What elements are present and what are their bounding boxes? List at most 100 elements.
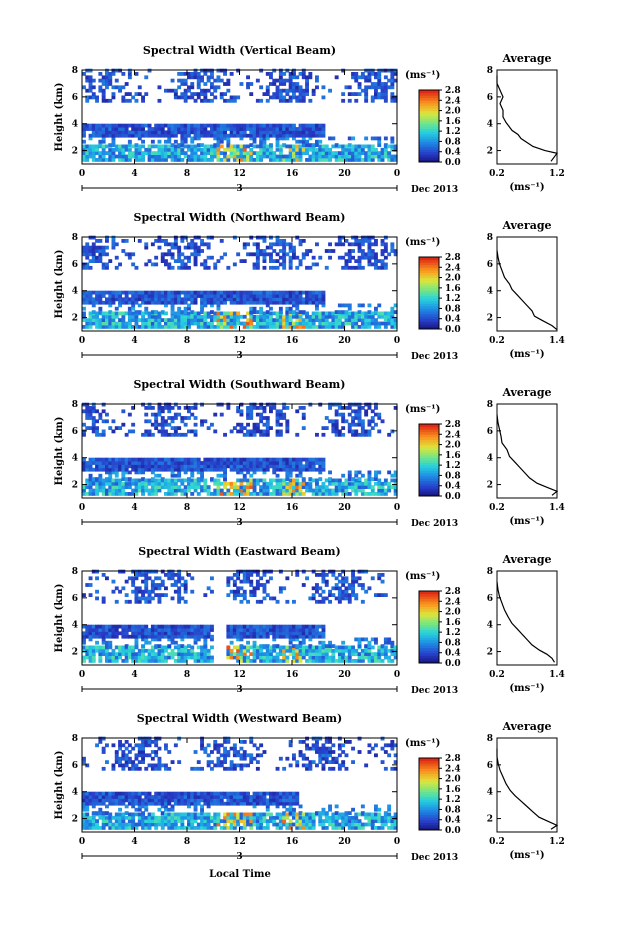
heatmap-cell (370, 311, 375, 316)
heatmap-cell (242, 624, 247, 629)
heatmap-cell (265, 98, 270, 103)
heatmap-cell (331, 154, 336, 159)
heatmap-cell (108, 628, 113, 632)
heatmap-cell (144, 147, 149, 152)
heatmap-cell (259, 457, 264, 462)
heatmap-cell (141, 631, 145, 636)
heatmap-cell (236, 659, 241, 663)
heatmap-cell (170, 123, 175, 128)
heatmap-cell (101, 136, 106, 141)
heatmap-cell (298, 314, 303, 319)
heatmap-cell (252, 325, 257, 329)
heatmap-cell (262, 481, 267, 486)
y-tick-label: 6 (72, 260, 78, 270)
heatmap-cell (85, 416, 90, 420)
average-x-tick-label: 0.2 (489, 169, 505, 179)
heatmap-cell (213, 412, 218, 417)
heatmap-cell (121, 98, 126, 103)
heatmap-cell (292, 644, 296, 648)
heatmap-cell (206, 123, 211, 128)
heatmap-cell (229, 297, 234, 302)
heatmap-cell (252, 648, 257, 653)
colorbar-tick-label: 0.4 (445, 148, 461, 158)
heatmap-cell (193, 242, 198, 247)
heatmap-cell (134, 98, 139, 103)
heatmap-cell (105, 82, 109, 86)
colorbar-segment (419, 467, 439, 471)
heatmap-cell (154, 655, 159, 660)
heatmap-cell (167, 294, 172, 298)
heatmap-cell (101, 640, 106, 645)
heatmap-cell (88, 245, 93, 250)
heatmap-cell (88, 488, 93, 493)
heatmap-cell (393, 310, 398, 314)
heatmap-cell (141, 297, 145, 302)
heatmap-cell (301, 239, 306, 243)
heatmap-cell (315, 318, 319, 322)
heatmap-cell (196, 249, 201, 253)
heatmap-cell (177, 589, 182, 594)
heatmap-cell (255, 628, 260, 632)
heatmap-cell (150, 133, 155, 138)
heatmap-cell (170, 637, 175, 642)
heatmap-cell (118, 123, 122, 128)
heatmap-cell (121, 95, 126, 100)
heatmap-cell (180, 143, 185, 147)
heatmap-cell (226, 576, 231, 581)
heatmap-cell (226, 457, 231, 462)
heatmap-cell (226, 631, 231, 636)
heatmap-cell (236, 457, 241, 462)
heatmap-cell (150, 262, 155, 267)
heatmap-cell (315, 492, 319, 496)
heatmap-cell (269, 652, 273, 656)
heatmap-cell (216, 123, 221, 128)
heatmap-cell (259, 432, 264, 437)
heatmap-cell (101, 645, 106, 650)
heatmap-cell (170, 596, 175, 601)
heatmap-cell (308, 297, 313, 302)
heatmap-cell (91, 290, 96, 295)
heatmap-cell (232, 583, 237, 587)
heatmap-cell (246, 628, 250, 632)
heatmap-cell (226, 583, 231, 587)
heatmap-cell (269, 82, 273, 86)
heatmap-cell (337, 151, 342, 155)
colorbar-tick-label: 2.0 (445, 107, 461, 117)
heatmap-cell (114, 147, 119, 152)
heatmap-cell (380, 259, 385, 263)
heatmap-cell (91, 419, 96, 424)
heatmap-cell (236, 470, 241, 475)
x-tick-label: 4 (131, 670, 137, 680)
heatmap-cell (173, 259, 178, 263)
heatmap-cell (114, 290, 119, 295)
heatmap-cell (180, 457, 185, 462)
heatmap-cell (127, 457, 132, 462)
heatmap-cell (105, 819, 109, 823)
heatmap-cell (160, 579, 165, 584)
heatmap-cell (144, 628, 149, 632)
heatmap-cell (173, 92, 178, 96)
heatmap-cell (308, 265, 313, 270)
heatmap-cell (282, 82, 287, 86)
heatmap-cell (246, 123, 250, 128)
heatmap-cell (167, 485, 172, 489)
heatmap-cell (147, 123, 152, 128)
heatmap-cell (200, 300, 204, 305)
heatmap-cell (173, 130, 178, 135)
heatmap-cell (200, 652, 204, 656)
heatmap-cell (380, 262, 385, 267)
heatmap-cell (315, 242, 319, 247)
heatmap-cell (131, 659, 136, 663)
heatmap-cell (114, 645, 119, 650)
heatmap-cell (95, 811, 99, 815)
heatmap-cell (357, 242, 362, 247)
heatmap-cell (360, 648, 365, 653)
heatmap-cell (206, 158, 211, 162)
heatmap-cell (341, 416, 346, 420)
heatmap-cell (177, 158, 182, 162)
heatmap-cell (127, 314, 132, 319)
heatmap-cell (239, 631, 244, 636)
heatmap-cell (187, 72, 191, 76)
heatmap-cell (292, 154, 296, 159)
heatmap-cell (269, 306, 273, 311)
